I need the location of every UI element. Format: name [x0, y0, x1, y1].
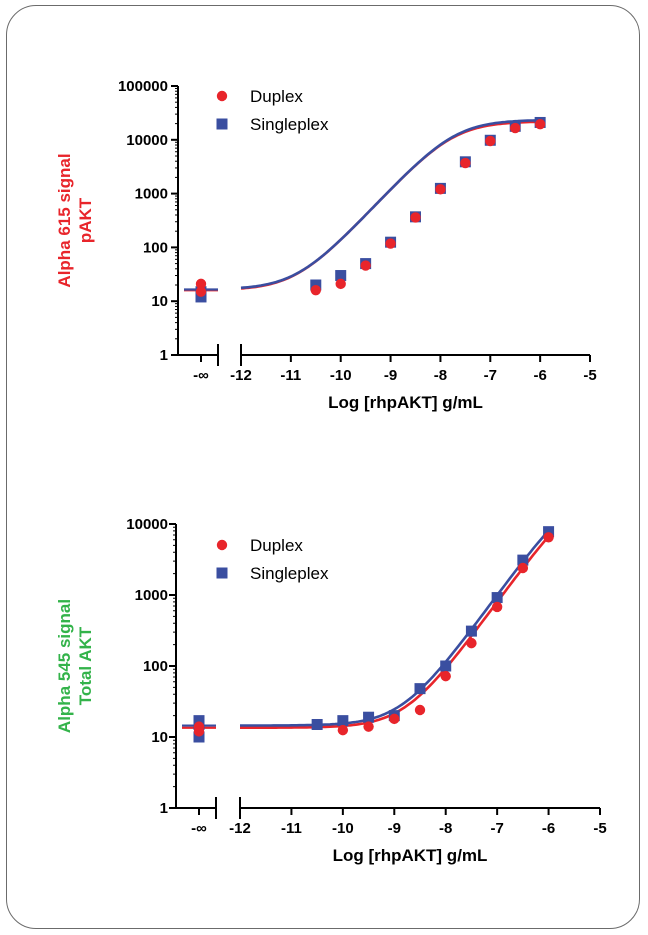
y-axis-title-line: Alpha 545 signal — [55, 599, 74, 733]
singleplex-point — [465, 625, 477, 637]
duplex-point — [337, 724, 349, 736]
singleplex-point — [310, 279, 322, 291]
x-tick-label: -11 — [280, 367, 301, 384]
x-tick-label: -7 — [490, 820, 503, 837]
x-tick-label: -10 — [330, 367, 352, 384]
x-tick-label: -5 — [583, 367, 596, 384]
x-tick-label: -10 — [332, 820, 354, 837]
figure-panel — [6, 5, 640, 929]
y-axis-title: Alpha 615 signal pAKT — [55, 153, 95, 287]
y-axis-title-line: pAKT — [76, 197, 95, 243]
fit-curve-duplex — [240, 120, 541, 290]
singleplex-point — [195, 291, 207, 303]
duplex-point — [466, 637, 477, 649]
duplex-point — [491, 601, 503, 613]
x-break-label: -∞ — [193, 367, 209, 384]
duplex-point — [195, 278, 207, 290]
singleplex-point — [491, 592, 503, 604]
singleplex-point — [517, 554, 529, 566]
legend-singleplex-label: Singleplex — [250, 564, 329, 583]
legend-duplex-marker — [216, 90, 228, 102]
duplex-point — [460, 157, 471, 169]
x-tick-label: -6 — [533, 367, 546, 384]
y-tick-label: 100000 — [118, 78, 168, 95]
fit-curve-singleplex — [240, 119, 541, 290]
duplex-point — [335, 278, 346, 290]
singleplex-point — [363, 711, 375, 723]
y-tick-label: 100 — [143, 658, 168, 675]
legend-singleplex-marker — [216, 567, 228, 579]
duplex-point — [510, 122, 521, 134]
duplex-point — [363, 721, 374, 732]
singleplex-point — [335, 270, 347, 282]
x-tick-label: -9 — [384, 367, 397, 384]
duplex-point — [517, 562, 529, 574]
x-tick-label: -12 — [229, 820, 251, 837]
duplex-point — [360, 260, 371, 271]
legend-singleplex-label: Singleplex — [250, 115, 329, 134]
fit-curve-singleplex — [240, 529, 550, 727]
singleplex-point — [337, 715, 349, 727]
legend-duplex-label: Duplex — [250, 87, 303, 106]
x-tick-label: -5 — [593, 820, 606, 837]
legend-singleplex-marker — [216, 118, 228, 130]
legend-duplex-marker — [216, 539, 228, 551]
y-tick-label: 10000 — [126, 132, 168, 149]
y-tick-label: 1000 — [135, 186, 168, 203]
duplex-point — [435, 184, 446, 195]
duplex-point — [195, 286, 207, 297]
x-tick-label: -11 — [281, 820, 302, 837]
x-tick-label: -9 — [388, 820, 401, 837]
singleplex-point — [414, 683, 426, 695]
y-tick-label: 10000 — [126, 516, 168, 533]
y-tick-label: 10 — [151, 293, 168, 310]
duplex-point — [310, 285, 321, 296]
x-break-label: -∞ — [191, 820, 207, 837]
duplex-point — [534, 118, 546, 130]
duplex-point — [440, 670, 451, 682]
singleplex-point — [193, 731, 205, 743]
singleplex-point — [440, 660, 452, 672]
x-tick-label: -6 — [542, 820, 555, 837]
y-axis-title-line: Alpha 615 signal — [55, 153, 74, 287]
x-tick-label: -12 — [230, 367, 252, 384]
duplex-point — [410, 212, 421, 223]
y-tick-label: 1 — [160, 347, 168, 364]
duplex-point — [543, 532, 554, 543]
y-axis-title: Alpha 545 signal Total AKT — [55, 599, 95, 733]
x-axis-title: Log [rhpAKT] g/mL — [328, 393, 483, 412]
duplex-point — [485, 135, 496, 147]
y-tick-label: 1000 — [135, 587, 168, 604]
singleplex-point — [311, 718, 323, 730]
x-tick-label: -7 — [484, 367, 497, 384]
y-tick-label: 1 — [160, 800, 168, 817]
y-tick-label: 10 — [151, 729, 168, 746]
chart-2: 1 10 100 1000 10000 -∞ -12 -11 -10 -9 -8 -7 -6 -5 Log … — [55, 516, 607, 865]
x-tick-label: -8 — [434, 367, 447, 384]
legend-duplex-label: Duplex — [250, 536, 303, 555]
y-tick-label: 100 — [143, 239, 168, 256]
chart-1: 1 10 100 1000 10000 100000 -∞ -12 -11 -10 -9 -8 -7 -6… — [55, 78, 597, 412]
y-axis-title-line: Total AKT — [76, 626, 95, 705]
x-tick-label: -8 — [439, 820, 452, 837]
singleplex-point — [543, 526, 555, 538]
x-axis-title: Log [rhpAKT] g/mL — [333, 846, 488, 865]
duplex-point — [389, 713, 400, 725]
duplex-point — [193, 726, 205, 737]
duplex-point — [414, 704, 426, 716]
duplex-point — [385, 238, 396, 249]
